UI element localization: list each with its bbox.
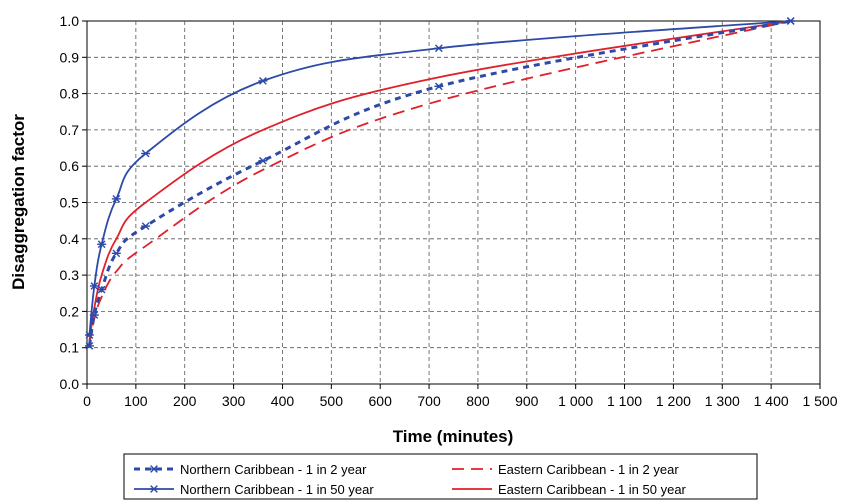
y-tick-label: 0.9 <box>60 49 80 65</box>
x-tick-label: 1 300 <box>705 393 740 409</box>
y-axis-title: Disaggregation factor <box>9 114 28 290</box>
y-tick-label: 0.7 <box>60 122 80 138</box>
tick-labels: 0.0 0.1 0.2 0.3 0.4 0.5 0.6 0.7 0.8 0.9 1.0 0 100 200… <box>60 13 838 409</box>
x-tick-label: 800 <box>466 393 490 409</box>
x-tick-label: 1 000 <box>558 393 593 409</box>
x-tick-label: 1 400 <box>754 393 789 409</box>
data-point-northern-caribbean-1-in-50-year <box>434 44 444 53</box>
x-tick-label: 600 <box>369 393 393 409</box>
data-point-northern-caribbean-1-in-50-year <box>786 17 796 25</box>
y-tick-label: 0.1 <box>60 340 80 356</box>
data-point-northern-caribbean-1-in-50-year <box>89 282 99 290</box>
x-tick-label: 100 <box>124 393 148 409</box>
x-tick-label: 1 200 <box>656 393 691 409</box>
data-point-northern-caribbean-1-in-2-year <box>258 156 268 165</box>
data-point-northern-caribbean-1-in-2-year <box>111 249 121 258</box>
data-point-northern-caribbean-1-in-2-year <box>84 342 94 350</box>
x-tick-label: 200 <box>173 393 197 409</box>
legend: Northern Caribbean - 1 in 2 year Northern… <box>123 453 758 500</box>
data-point-northern-caribbean-1-in-2-year <box>97 285 107 294</box>
legend-label-eastern-caribbean-1-in-50-year: Eastern Caribbean - 1 in 50 year <box>498 482 687 497</box>
data-point-northern-caribbean-1-in-2-year <box>141 222 151 230</box>
series-line-eastern-caribbean-1-in-50-year <box>88 20 791 341</box>
data-point-northern-caribbean-1-in-50-year <box>141 149 151 158</box>
y-tick-label: 0.5 <box>60 195 80 211</box>
y-tick-label: 0.0 <box>60 376 80 392</box>
series-line-northern-caribbean-1-in-2-year <box>87 19 791 347</box>
series-line-northern-caribbean-1-in-50-year <box>88 20 791 336</box>
data-point-northern-caribbean-1-in-50-year <box>84 331 94 339</box>
x-tick-label: 700 <box>417 393 441 409</box>
y-tick-label: 0.8 <box>60 86 80 102</box>
x-tick-label: 1 500 <box>802 393 837 409</box>
y-tick-label: 0.4 <box>60 231 80 247</box>
legend-box <box>123 453 758 500</box>
y-tick-label: 0.2 <box>60 303 80 319</box>
x-tick-label: 300 <box>222 393 246 409</box>
series-line-eastern-caribbean-1-in-2-year <box>88 20 791 345</box>
data-point-northern-caribbean-1-in-50-year <box>111 195 121 203</box>
y-tick-label: 0.3 <box>60 267 80 283</box>
x-tick-label: 900 <box>515 393 539 409</box>
legend-marker-northern-caribbean-1-in-2-year <box>149 465 159 473</box>
data-point-northern-caribbean-1-in-50-year <box>258 77 268 85</box>
x-tick-label: 0 <box>83 393 91 409</box>
data-point-northern-caribbean-1-in-50-year <box>97 240 107 249</box>
gridlines <box>87 21 820 384</box>
legend-marker-northern-caribbean-1-in-50-year <box>149 485 159 493</box>
x-tick-label: 1 100 <box>607 393 642 409</box>
legend-label-northern-caribbean-1-in-2-year: Northern Caribbean - 1 in 2 year <box>180 462 367 477</box>
x-tick-label: 500 <box>320 393 344 409</box>
x-tick-label: 400 <box>271 393 295 409</box>
y-tick-label: 1.0 <box>60 13 80 29</box>
y-tick-label: 0.6 <box>60 158 80 174</box>
series-layer <box>84 17 796 350</box>
x-axis-title: Time (minutes) <box>393 427 514 446</box>
data-point-northern-caribbean-1-in-2-year <box>434 82 444 91</box>
legend-label-eastern-caribbean-1-in-2-year: Eastern Caribbean - 1 in 2 year <box>498 462 679 477</box>
legend-label-northern-caribbean-1-in-50-year: Northern Caribbean - 1 in 50 year <box>180 482 374 497</box>
